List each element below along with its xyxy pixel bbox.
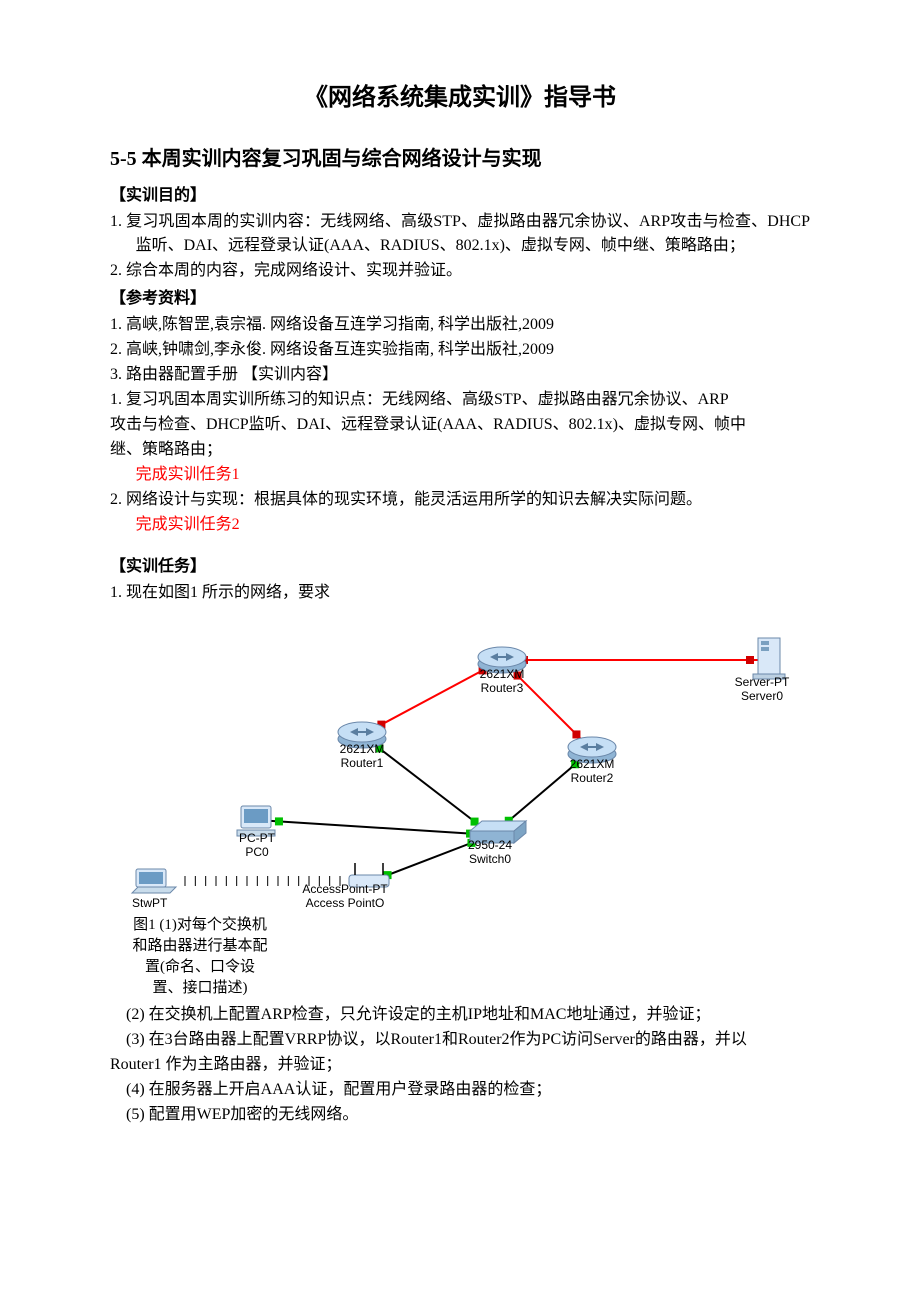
content-line: 攻击与检查、DHCP监听、DAI、远程登录认证(AAA、RADIUS、802.1… [110, 413, 810, 437]
objectives-heading: 【实训目的】 [110, 184, 810, 208]
caption-line: 置、接口描述) [110, 978, 290, 999]
svg-text:Switch0: Switch0 [469, 852, 511, 866]
svg-text:Router1: Router1 [341, 756, 384, 770]
figure-caption: 图1 (1)对每个交换机 和路由器进行基本配 置(命名、口令设 置、接口描述) [110, 915, 290, 999]
svg-text:2621XM: 2621XM [480, 667, 525, 681]
svg-text:2621XM: 2621XM [570, 757, 615, 771]
svg-text:LaptopI: LaptopI [132, 910, 172, 911]
caption-line: 置(命名、口令设 [110, 957, 290, 978]
requirement-line: (4) 在服务器上开启AAA认证，配置用户登录路由器的检查； [110, 1078, 810, 1102]
objective-item: 1. 复习巩固本周的实训内容：无线网络、高级STP、虚拟路由器冗余协议、ARP攻… [110, 210, 810, 258]
svg-text:2621XM: 2621XM [340, 742, 385, 756]
content-line: 1. 复习巩固本周实训所练习的知识点：无线网络、高级STP、虚拟路由器冗余协议、… [110, 388, 810, 412]
reference-item: 2. 高峡,钟啸剑,李永俊. 网络设备互连实验指南, 科学出版社,2009 [110, 338, 810, 362]
svg-text:Access PointO: Access PointO [306, 896, 385, 910]
reference-item: 1. 高峡,陈智罡,袁宗福. 网络设备互连学习指南, 科学出版社,2009 [110, 313, 810, 337]
svg-text:AccessPoint-PT: AccessPoint-PT [302, 882, 388, 896]
svg-text:Router3: Router3 [481, 681, 524, 695]
svg-text:Server-PT: Server-PT [735, 675, 790, 689]
content-line: 2. 网络设计与实现：根据具体的现实环境，能灵活运用所学的知识去解决实际问题。 [110, 488, 810, 512]
requirement-line: (5) 配置用WEP加密的无线网络。 [110, 1103, 810, 1127]
section-heading: 5-5 本周实训内容复习巩固与综合网络设计与实现 [110, 144, 810, 174]
objective-item: 2. 综合本周的内容，完成网络设计、实现并验证。 [110, 259, 810, 283]
document-title: 《网络系统集成实训》指导书 [110, 80, 810, 116]
svg-text:2950-24: 2950-24 [468, 838, 512, 852]
task-intro: 1. 现在如图1 所示的网络，要求 [110, 581, 810, 605]
requirement-line: (2) 在交换机上配置ARP检查，只允许设定的主机IP地址和MAC地址通过，并验… [110, 1003, 810, 1027]
svg-text:StwPT: StwPT [132, 896, 168, 910]
task-line: 完成实训任务2 [136, 513, 810, 537]
spacer [110, 537, 810, 551]
tasks-heading: 【实训任务】 [110, 555, 810, 579]
task-line: 完成实训任务1 [136, 463, 810, 487]
caption-line: 图1 (1)对每个交换机 [110, 915, 290, 936]
caption-line: 和路由器进行基本配 [110, 936, 290, 957]
svg-text:Server0: Server0 [741, 689, 783, 703]
network-diagram: 2621XMRouter32621XMRouter12621XMRouter22… [110, 611, 810, 911]
svg-text:PC-PT: PC-PT [239, 831, 276, 845]
svg-text:PC0: PC0 [245, 845, 269, 859]
requirement-line: Router1 作为主路由器，并验证； [110, 1053, 810, 1077]
content-line: 继、策略路由； [110, 438, 810, 462]
requirement-line: (3) 在3台路由器上配置VRRP协议，以Router1和Router2作为PC… [110, 1028, 810, 1052]
references-heading: 【参考资料】 [110, 287, 810, 311]
svg-text:Router2: Router2 [571, 771, 614, 785]
network-svg: 2621XMRouter32621XMRouter12621XMRouter22… [110, 611, 810, 911]
reference-item: 3. 路由器配置手册 【实训内容】 [110, 363, 810, 387]
